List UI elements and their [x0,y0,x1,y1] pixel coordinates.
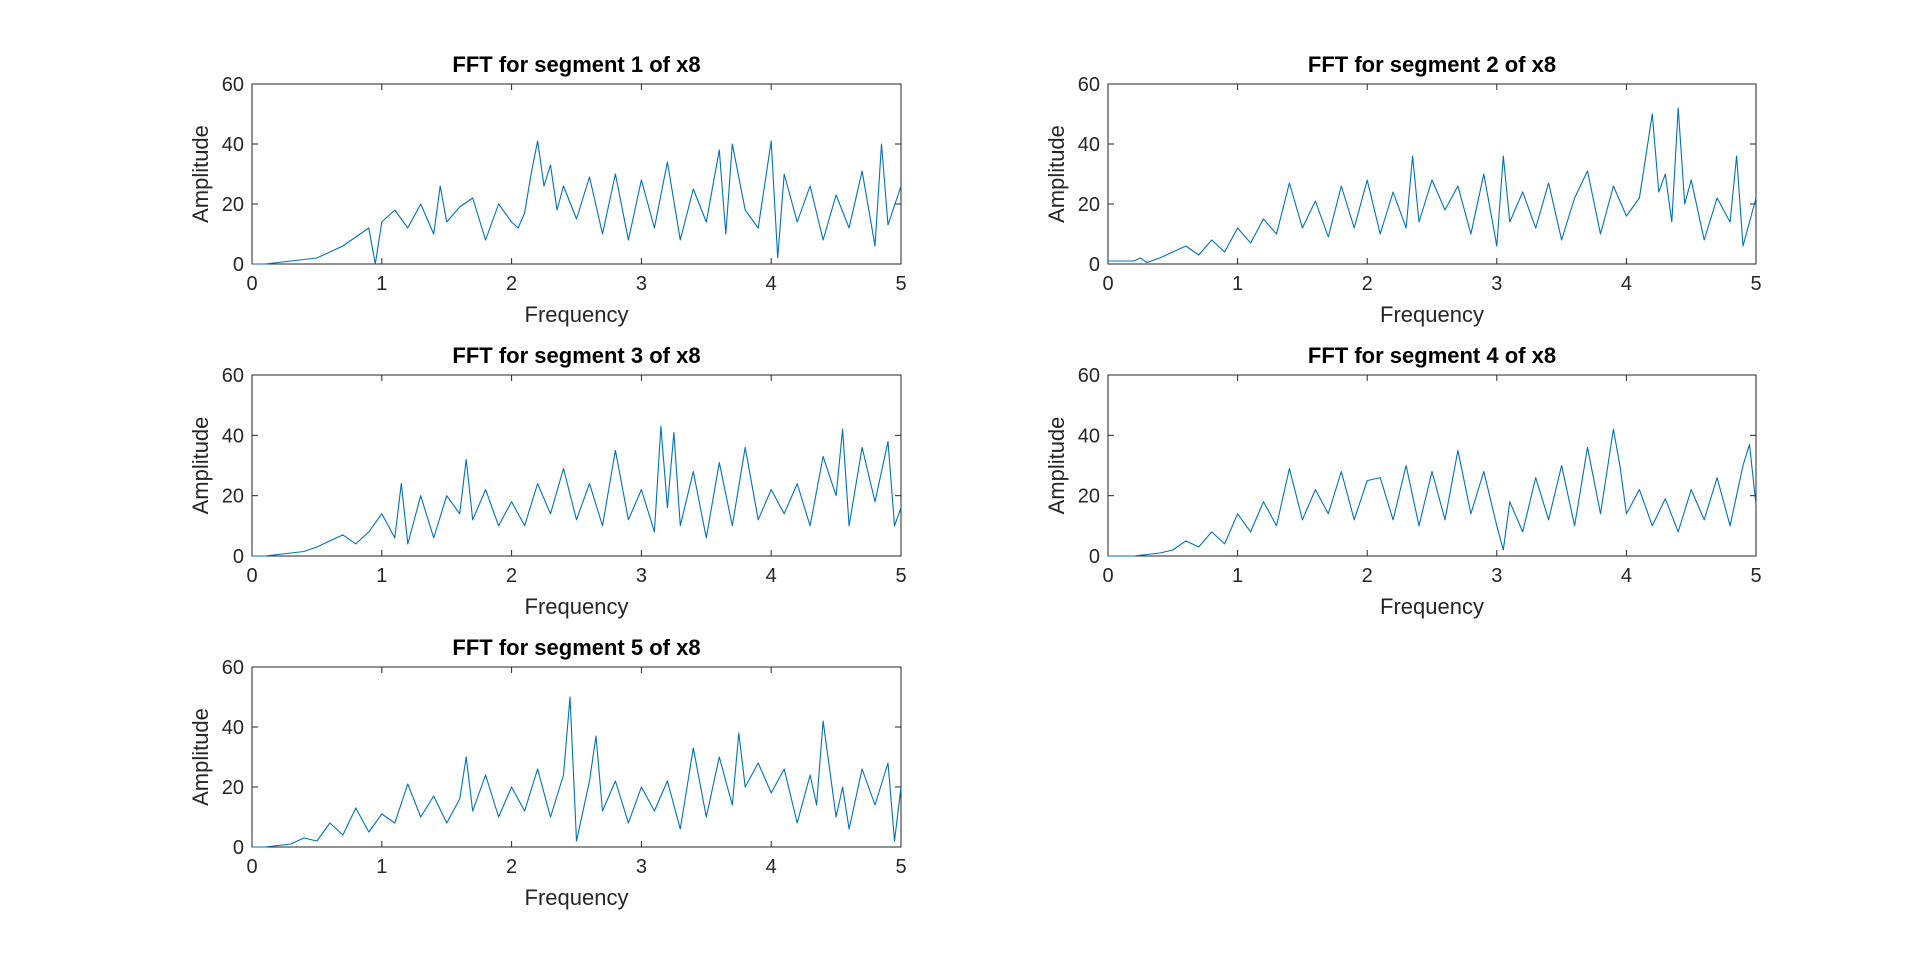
x-tick-label: 4 [766,565,777,587]
series-line-1 [252,425,902,557]
x-axis-label: Frequency [1380,594,1484,619]
x-tick-label: 1 [376,273,387,295]
y-axis-label: Amplitude [1044,417,1069,515]
y-tick-label: 0 [233,546,244,568]
x-tick-label: 5 [895,856,906,878]
x-tick-label: 3 [636,856,647,878]
y-tick-label: 40 [222,717,244,739]
plot-area [1107,83,1757,265]
subplot-3: FFT for segment 3 of x8 0 1 2 3 4 5 0 20 40 60 Freq… [188,343,907,619]
x-axis-label: Frequency [525,885,629,910]
y-tick-label: 40 [222,425,244,447]
x-tick-label: 5 [1750,565,1761,587]
x-tick-label: 3 [636,565,647,587]
x-tick-label: 4 [766,273,777,295]
y-tick-label: 40 [1078,134,1100,156]
x-tick-label: 3 [1491,273,1502,295]
plot-area [251,666,902,848]
x-tick-label: 4 [766,856,777,878]
series-line-1 [252,696,902,848]
x-tick-label: 5 [895,273,906,295]
plot-area [251,374,902,557]
y-tick-label: 0 [233,254,244,276]
x-tick-label: 0 [1102,565,1113,587]
y-tick-label: 40 [222,134,244,156]
subplot-4: FFT for segment 4 of x8 0 1 2 3 4 5 0 20 40 60 Freq… [1044,343,1762,619]
y-tick-label: 60 [222,657,244,679]
y-tick-label: 60 [222,365,244,387]
y-axis-label: Amplitude [188,708,213,806]
x-tick-label: 4 [1621,565,1632,587]
y-tick-label: 0 [1089,546,1100,568]
x-tick-label: 0 [246,273,257,295]
chart-title: FFT for segment 3 of x8 [452,343,700,368]
series-line-1 [1108,428,1757,557]
series-line-1 [252,140,902,265]
x-tick-label: 5 [895,565,906,587]
plot-area [1107,374,1757,557]
x-axis-label: Frequency [525,302,629,327]
x-tick-label: 1 [376,856,387,878]
y-axis-label: Amplitude [188,125,213,223]
y-axis-label: Amplitude [1044,125,1069,223]
x-tick-label: 0 [246,856,257,878]
x-axis-label: Frequency [525,594,629,619]
plot-area [251,83,902,265]
x-tick-label: 1 [376,565,387,587]
x-tick-label: 2 [1362,565,1373,587]
y-tick-label: 0 [233,837,244,859]
x-tick-label: 4 [1621,273,1632,295]
x-tick-label: 1 [1232,565,1243,587]
x-tick-label: 5 [1750,273,1761,295]
y-tick-label: 20 [1078,194,1100,216]
subplot-5: FFT for segment 5 of x8 0 1 2 3 4 5 0 20 40 60 Freq… [188,635,907,910]
chart-title: FFT for segment 4 of x8 [1308,343,1556,368]
y-tick-label: 60 [1078,365,1100,387]
y-tick-label: 0 [1089,254,1100,276]
subplot-1: FFT for segment 1 of x8 0 1 2 3 4 5 0 20 40 60 Freq… [188,52,907,327]
x-tick-label: 3 [636,273,647,295]
chart-title: FFT for segment 2 of x8 [1308,52,1556,77]
x-tick-label: 2 [506,856,517,878]
x-axis-label: Frequency [1380,302,1484,327]
y-tick-label: 20 [222,777,244,799]
y-tick-label: 20 [222,194,244,216]
chart-title: FFT for segment 5 of x8 [452,635,700,660]
x-tick-label: 0 [246,565,257,587]
y-tick-label: 60 [222,74,244,96]
chart-title: FFT for segment 1 of x8 [452,52,700,77]
y-axis-label: Amplitude [188,417,213,515]
subplot-2: FFT for segment 2 of x8 0 1 2 3 4 5 0 20 40 60 Freq… [1044,52,1762,327]
series-line-1 [1108,107,1757,264]
x-tick-label: 2 [506,273,517,295]
x-tick-label: 1 [1232,273,1243,295]
y-tick-label: 60 [1078,74,1100,96]
y-tick-label: 20 [1078,486,1100,508]
x-tick-label: 2 [506,565,517,587]
y-tick-label: 20 [222,486,244,508]
y-tick-label: 40 [1078,425,1100,447]
x-tick-label: 3 [1491,565,1502,587]
x-tick-label: 2 [1362,273,1373,295]
x-tick-label: 0 [1102,273,1113,295]
